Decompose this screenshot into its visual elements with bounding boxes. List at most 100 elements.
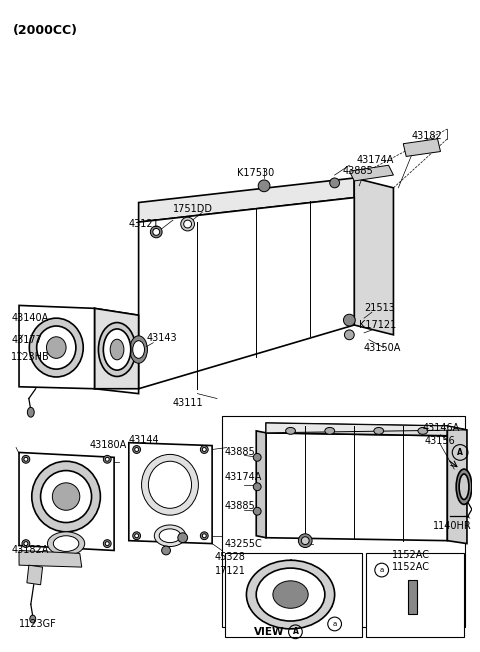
Text: 43885: 43885: [343, 166, 373, 176]
Ellipse shape: [27, 408, 34, 417]
Ellipse shape: [30, 615, 36, 623]
Ellipse shape: [133, 445, 141, 453]
Bar: [222, 416, 465, 627]
Polygon shape: [266, 423, 447, 436]
Text: 43174A: 43174A: [356, 155, 394, 166]
Text: 43182A: 43182A: [11, 546, 48, 556]
Ellipse shape: [153, 228, 160, 235]
Text: 1123GF: 1123GF: [19, 619, 57, 629]
Ellipse shape: [202, 447, 206, 451]
Ellipse shape: [253, 453, 261, 461]
Ellipse shape: [200, 445, 208, 453]
Text: 1152AC: 1152AC: [392, 550, 430, 560]
Text: K17530: K17530: [237, 168, 274, 178]
Text: K17121: K17121: [359, 320, 396, 330]
Ellipse shape: [273, 581, 308, 608]
Ellipse shape: [150, 226, 162, 238]
Text: 43143: 43143: [146, 333, 177, 343]
Text: A: A: [457, 448, 463, 457]
Text: 17121: 17121: [215, 566, 246, 576]
Text: 1152AC: 1152AC: [392, 562, 430, 572]
Bar: [408, 580, 417, 614]
Ellipse shape: [258, 180, 270, 192]
Polygon shape: [95, 308, 139, 394]
Polygon shape: [447, 426, 467, 544]
Ellipse shape: [47, 337, 66, 359]
Text: 1140HR: 1140HR: [432, 521, 471, 531]
Text: 43180A: 43180A: [90, 439, 127, 450]
Ellipse shape: [110, 339, 124, 360]
Ellipse shape: [299, 534, 312, 548]
Ellipse shape: [98, 323, 136, 376]
Ellipse shape: [105, 542, 109, 546]
Text: VIEW: VIEW: [254, 627, 285, 637]
Text: a: a: [380, 567, 384, 573]
Ellipse shape: [374, 428, 384, 434]
Ellipse shape: [200, 532, 208, 540]
Ellipse shape: [162, 546, 170, 555]
Text: a: a: [333, 621, 337, 627]
Bar: [366, 554, 464, 637]
Polygon shape: [256, 431, 266, 538]
Polygon shape: [403, 139, 441, 156]
Text: 43885: 43885: [225, 447, 256, 458]
Ellipse shape: [24, 542, 28, 546]
Ellipse shape: [24, 457, 28, 461]
Ellipse shape: [148, 461, 192, 509]
Text: 43174A: 43174A: [225, 472, 262, 482]
Ellipse shape: [301, 537, 309, 544]
Polygon shape: [139, 178, 354, 222]
Ellipse shape: [330, 178, 339, 188]
Text: 43150A: 43150A: [364, 342, 401, 353]
Ellipse shape: [344, 314, 355, 326]
Ellipse shape: [256, 568, 325, 621]
Polygon shape: [19, 550, 82, 567]
Polygon shape: [19, 305, 95, 389]
Polygon shape: [129, 443, 212, 544]
Polygon shape: [266, 433, 447, 541]
Text: 43885: 43885: [225, 501, 256, 511]
Polygon shape: [19, 452, 114, 550]
Polygon shape: [27, 565, 43, 585]
Ellipse shape: [142, 454, 198, 515]
Ellipse shape: [133, 532, 141, 540]
Ellipse shape: [253, 483, 261, 491]
Ellipse shape: [184, 220, 192, 228]
Ellipse shape: [52, 483, 80, 511]
Ellipse shape: [53, 536, 79, 552]
Ellipse shape: [135, 534, 139, 538]
Text: 43111: 43111: [173, 398, 204, 408]
Text: 43177: 43177: [11, 334, 42, 345]
Ellipse shape: [41, 471, 92, 522]
Polygon shape: [95, 308, 139, 389]
Ellipse shape: [29, 318, 83, 377]
Ellipse shape: [48, 532, 84, 556]
Ellipse shape: [154, 525, 186, 546]
Text: 43156: 43156: [425, 436, 456, 446]
Polygon shape: [139, 198, 354, 389]
Ellipse shape: [103, 329, 131, 370]
Text: 21513: 21513: [364, 303, 395, 314]
Text: A: A: [292, 627, 299, 636]
Ellipse shape: [133, 341, 144, 359]
Ellipse shape: [22, 540, 30, 548]
Text: 43255C: 43255C: [225, 539, 263, 548]
Text: 45328: 45328: [215, 552, 246, 562]
Ellipse shape: [105, 457, 109, 461]
Ellipse shape: [345, 330, 354, 340]
Ellipse shape: [36, 326, 76, 369]
Text: 43121: 43121: [129, 219, 159, 229]
Ellipse shape: [103, 540, 111, 548]
Bar: [225, 554, 362, 637]
Polygon shape: [266, 423, 467, 433]
Ellipse shape: [246, 560, 335, 629]
Ellipse shape: [253, 507, 261, 515]
Ellipse shape: [325, 428, 335, 434]
Ellipse shape: [459, 474, 469, 499]
Ellipse shape: [178, 533, 188, 542]
Ellipse shape: [159, 529, 181, 542]
Text: 43146A: 43146A: [423, 423, 460, 433]
Text: 43140A: 43140A: [11, 313, 48, 323]
Ellipse shape: [103, 455, 111, 463]
Ellipse shape: [135, 447, 139, 451]
